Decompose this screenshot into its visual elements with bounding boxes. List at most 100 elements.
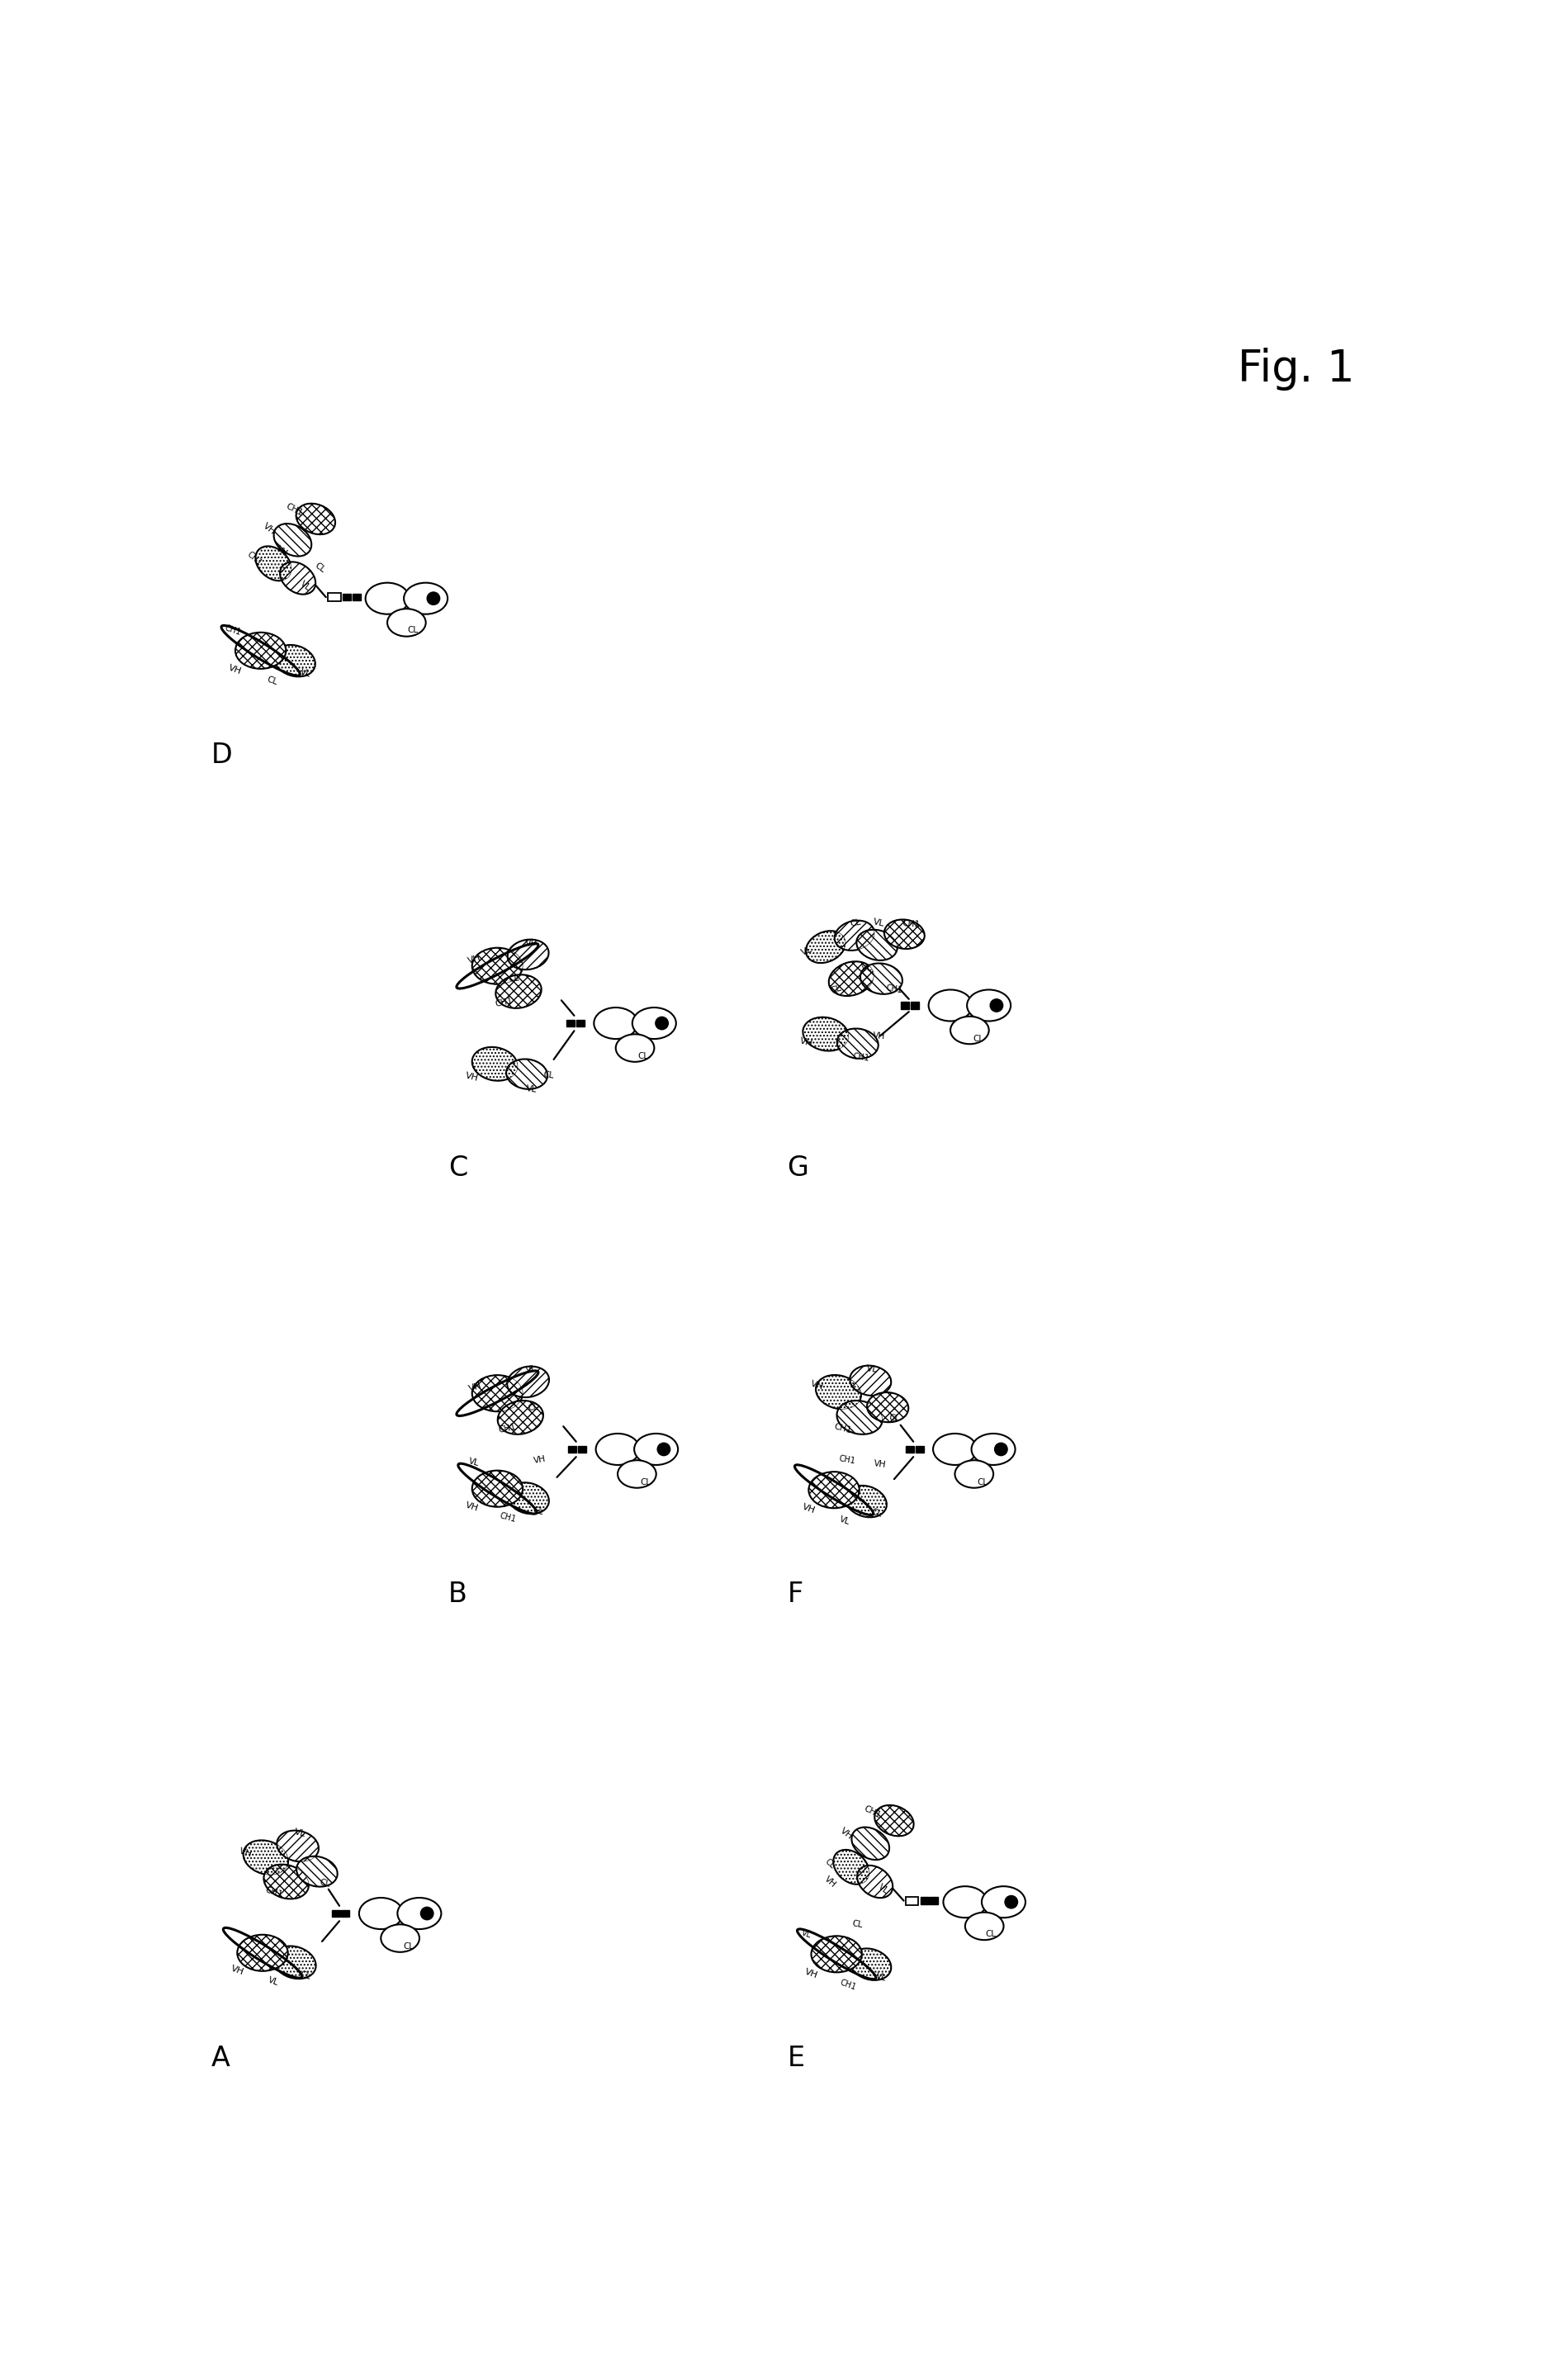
- Ellipse shape: [359, 1897, 403, 1930]
- Ellipse shape: [950, 1016, 989, 1045]
- Ellipse shape: [933, 1433, 977, 1466]
- Text: CL: CL: [871, 1507, 883, 1518]
- Text: VL: VL: [294, 1828, 306, 1840]
- Bar: [331, 1909, 339, 1916]
- Ellipse shape: [506, 1059, 547, 1090]
- Text: VL: VL: [800, 1928, 813, 1940]
- Text: D: D: [211, 743, 233, 769]
- Ellipse shape: [297, 1856, 338, 1887]
- Ellipse shape: [274, 645, 316, 676]
- Ellipse shape: [982, 1887, 1025, 1918]
- Text: VL: VL: [872, 919, 885, 928]
- Text: VL: VL: [861, 964, 872, 973]
- Text: VH: VH: [467, 954, 481, 966]
- Text: CH1: CH1: [852, 1052, 869, 1064]
- Text: VL: VL: [267, 1975, 280, 1987]
- Ellipse shape: [828, 962, 874, 995]
- Ellipse shape: [274, 1947, 316, 1978]
- Ellipse shape: [264, 1864, 309, 1899]
- Ellipse shape: [875, 1804, 914, 1835]
- Ellipse shape: [972, 1433, 1016, 1466]
- Text: CL: CL: [850, 919, 861, 928]
- Ellipse shape: [295, 505, 334, 536]
- Ellipse shape: [616, 1035, 655, 1061]
- Text: CL: CL: [542, 1071, 555, 1081]
- Text: CH1: CH1: [833, 1421, 853, 1435]
- Text: C: C: [449, 1154, 467, 1183]
- Text: VH: VH: [822, 1875, 838, 1890]
- Text: F: F: [788, 1580, 803, 1609]
- Ellipse shape: [964, 1914, 1003, 1940]
- Ellipse shape: [808, 1471, 860, 1509]
- Text: CH1: CH1: [902, 919, 921, 928]
- Ellipse shape: [381, 1925, 419, 1952]
- Ellipse shape: [944, 1887, 988, 1918]
- Text: VH: VH: [261, 521, 277, 536]
- Ellipse shape: [244, 1840, 288, 1875]
- Ellipse shape: [255, 545, 291, 581]
- Text: VH: VH: [874, 1459, 886, 1468]
- Ellipse shape: [508, 1483, 549, 1514]
- Text: CH1: CH1: [264, 1885, 283, 1899]
- Ellipse shape: [236, 633, 286, 669]
- Text: G: G: [788, 1154, 808, 1183]
- Bar: [352, 593, 361, 600]
- Text: VL: VL: [800, 945, 813, 957]
- Bar: [905, 1445, 914, 1452]
- Text: CH1: CH1: [838, 1454, 855, 1466]
- Text: CH1: CH1: [245, 550, 263, 569]
- Ellipse shape: [280, 562, 316, 595]
- Bar: [566, 1019, 575, 1026]
- Bar: [342, 593, 350, 600]
- Text: E: E: [788, 2044, 805, 2073]
- Text: CH1: CH1: [499, 1511, 517, 1523]
- Bar: [902, 1002, 910, 1009]
- Text: VH: VH: [228, 664, 242, 676]
- Ellipse shape: [508, 940, 549, 969]
- Ellipse shape: [617, 1461, 656, 1488]
- Text: VL: VL: [525, 1085, 538, 1095]
- Circle shape: [658, 1442, 671, 1457]
- Ellipse shape: [403, 583, 447, 614]
- Text: VH: VH: [872, 1031, 885, 1040]
- Text: CH1: CH1: [839, 1978, 858, 1992]
- Text: CH1: CH1: [224, 624, 242, 638]
- Text: VH: VH: [275, 545, 289, 557]
- Ellipse shape: [850, 1949, 891, 1980]
- Ellipse shape: [860, 964, 902, 995]
- Ellipse shape: [836, 1399, 883, 1435]
- Text: VL: VL: [467, 1457, 480, 1468]
- Ellipse shape: [928, 990, 972, 1021]
- Text: VL: VL: [525, 938, 538, 947]
- Ellipse shape: [594, 1007, 638, 1040]
- Text: VL: VL: [838, 1514, 852, 1526]
- Bar: [921, 1897, 928, 1904]
- Ellipse shape: [397, 1897, 441, 1930]
- Text: CL: CL: [830, 983, 842, 995]
- Ellipse shape: [472, 947, 522, 985]
- Text: VH: VH: [230, 1964, 244, 1978]
- Text: CH1: CH1: [284, 502, 305, 516]
- Text: VL: VL: [299, 669, 311, 678]
- Ellipse shape: [833, 1849, 869, 1885]
- Ellipse shape: [807, 931, 846, 964]
- Text: VH: VH: [799, 1038, 814, 1047]
- Ellipse shape: [506, 1366, 549, 1397]
- Text: B: B: [449, 1580, 467, 1609]
- Ellipse shape: [472, 1471, 522, 1507]
- Text: CL: CL: [638, 1052, 649, 1061]
- Ellipse shape: [633, 1007, 677, 1040]
- Ellipse shape: [846, 1485, 886, 1518]
- Text: CL: CL: [531, 1507, 544, 1516]
- Text: CL: CL: [888, 1414, 900, 1423]
- Text: VH: VH: [803, 1968, 819, 1980]
- Ellipse shape: [803, 1016, 849, 1052]
- Text: CL: CL: [408, 626, 419, 635]
- Text: CL: CL: [985, 1930, 996, 1937]
- Ellipse shape: [811, 1935, 861, 1973]
- Ellipse shape: [852, 1828, 889, 1859]
- Ellipse shape: [955, 1461, 994, 1488]
- Ellipse shape: [835, 921, 874, 950]
- Text: CH1: CH1: [885, 983, 903, 995]
- Bar: [911, 1002, 919, 1009]
